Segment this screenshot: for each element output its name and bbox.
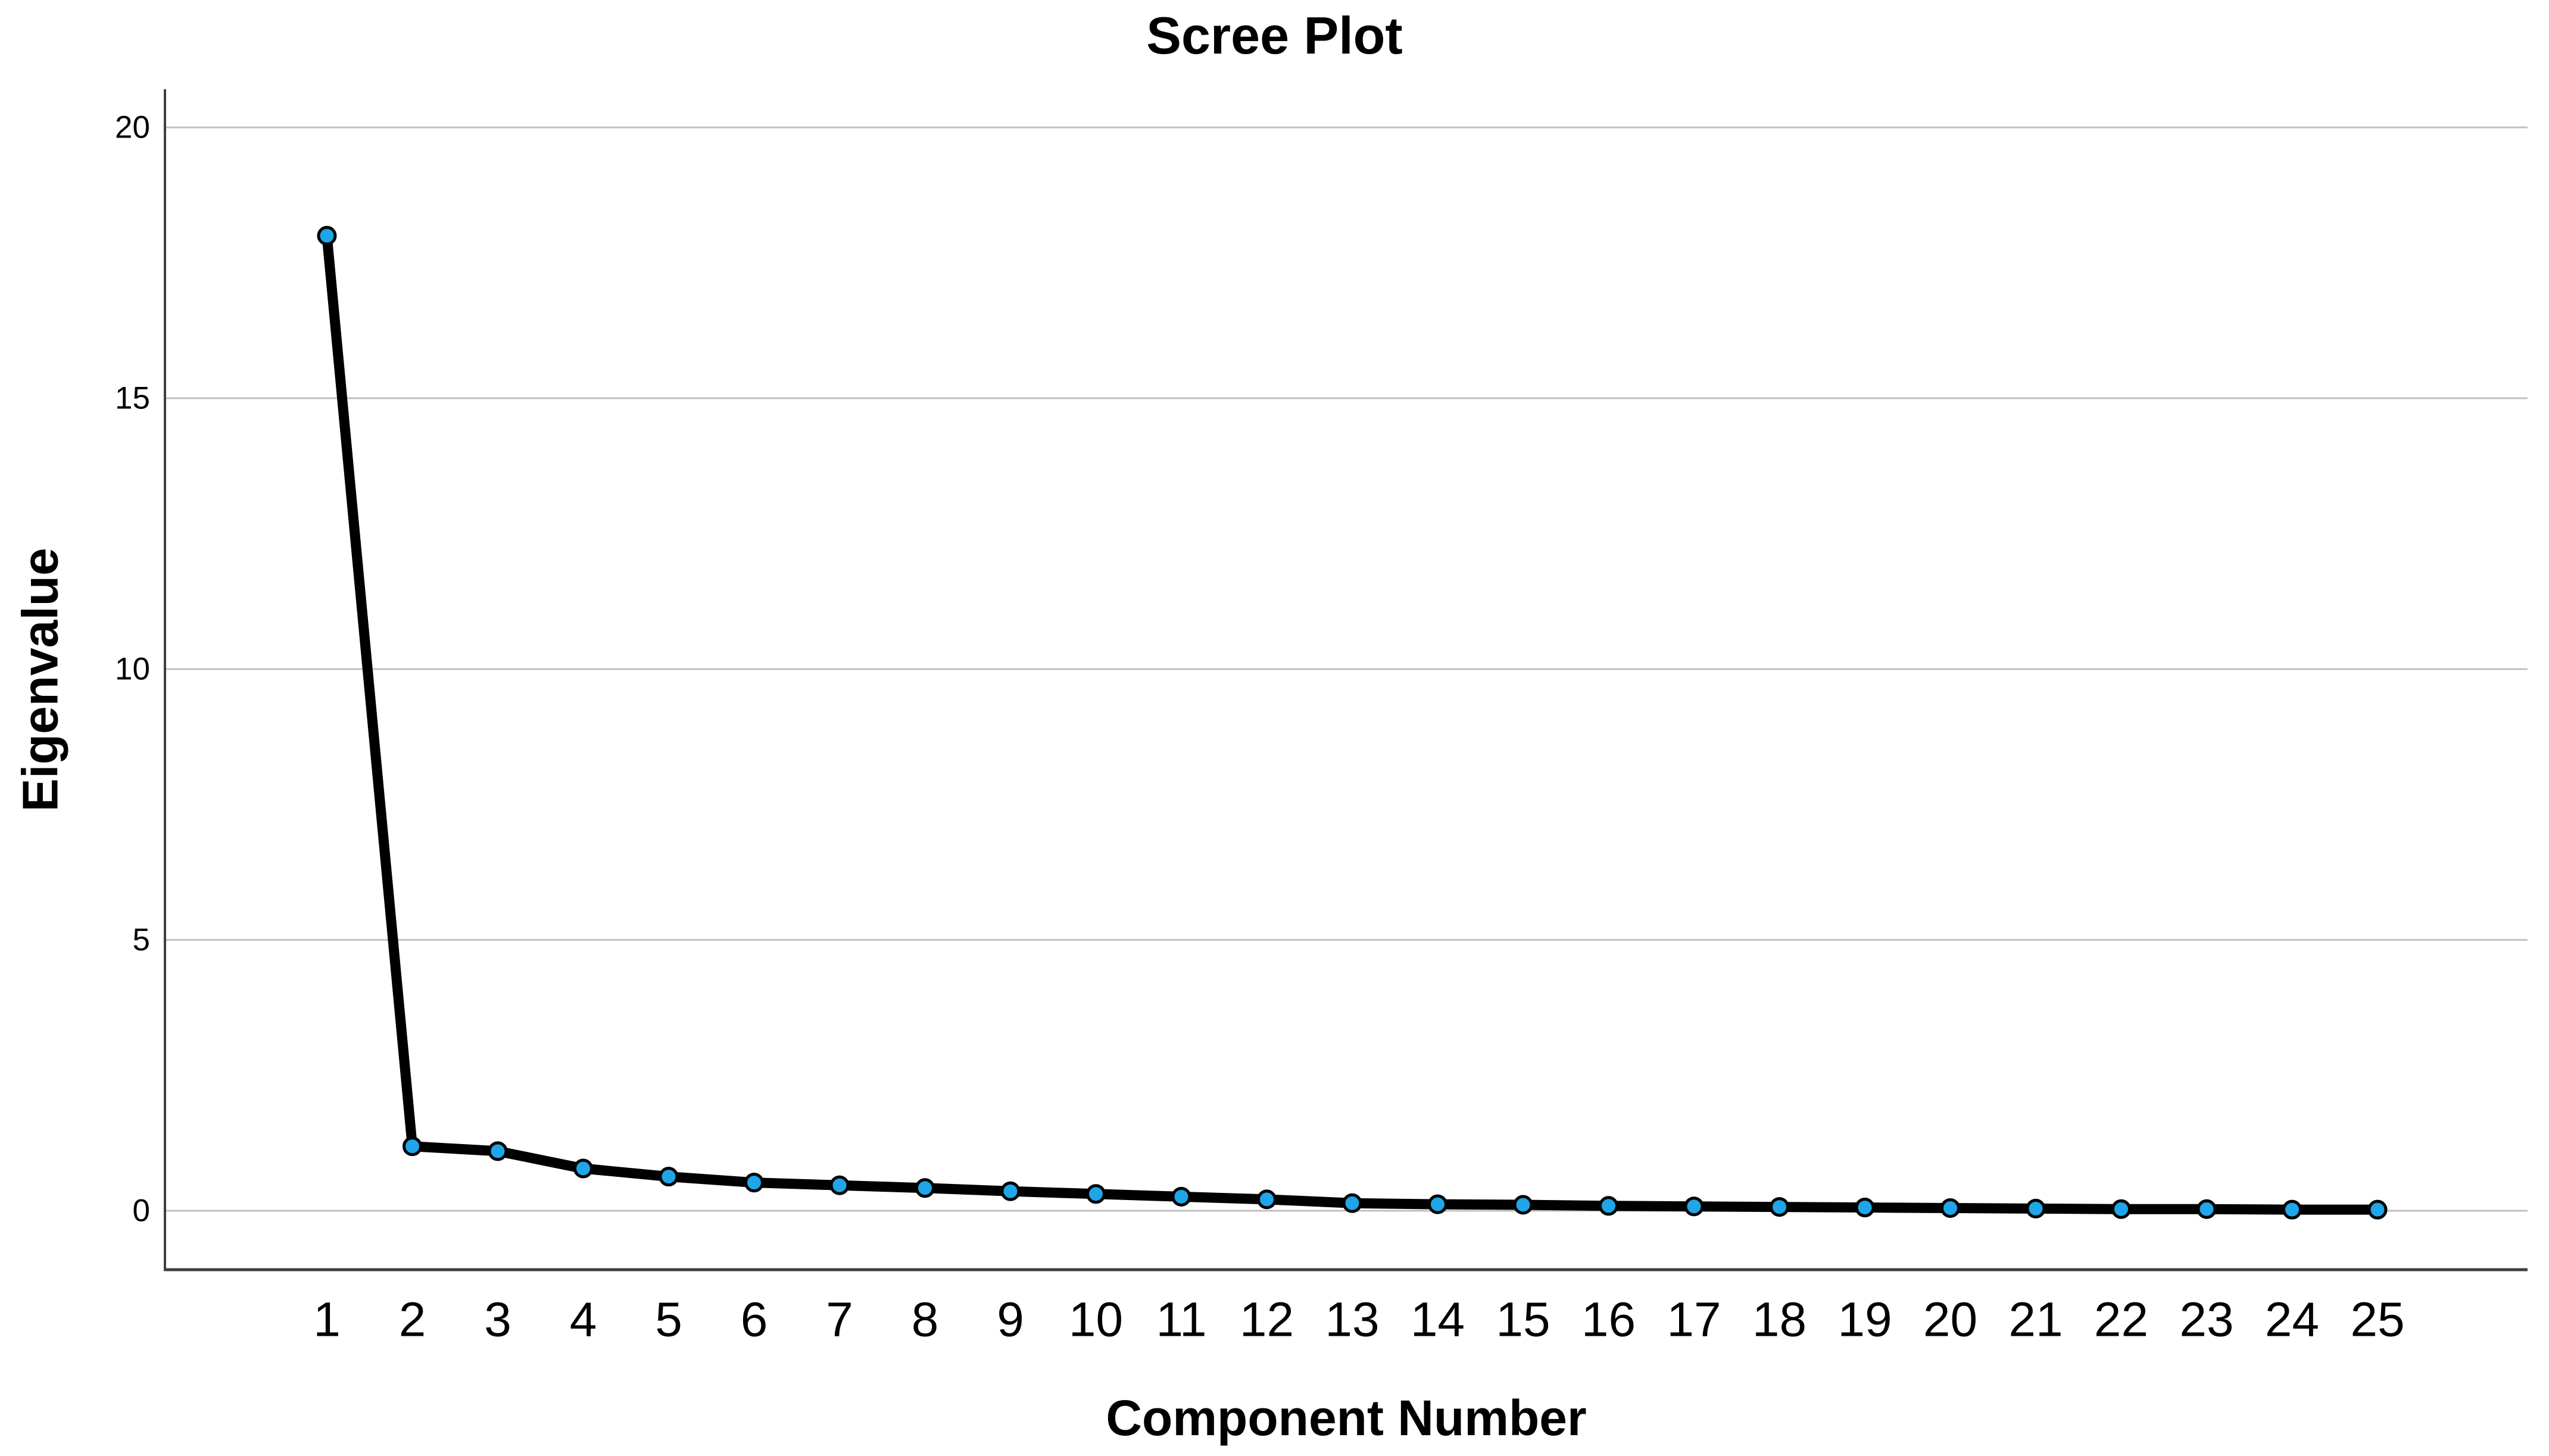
x-tick-label-16: 16 [1581,1293,1636,1347]
data-point-24 [2282,1199,2302,1220]
data-point-11 [1171,1186,1191,1207]
y-tick-label-20: 20 [115,110,150,145]
data-point-16 [1599,1196,1618,1216]
x-tick-label-14: 14 [1411,1293,1465,1347]
x-axis-title: Component Number [1106,1390,1587,1446]
y-tick-label-5: 5 [133,923,150,958]
series-line-eigenvalue [322,230,2383,1215]
x-tick-label-15: 15 [1496,1293,1550,1347]
data-point-8 [915,1178,935,1198]
data-point-4 [573,1158,593,1179]
data-point-7 [829,1175,850,1195]
x-tick-label-25: 25 [2350,1293,2404,1347]
x-tick-label-24: 24 [2265,1293,2319,1347]
x-tick-label-19: 19 [1837,1293,1892,1347]
x-tick-label-23: 23 [2179,1293,2233,1347]
data-point-13 [1342,1193,1362,1213]
x-tick-label-6: 6 [741,1293,768,1347]
y-tick-label-0: 0 [133,1193,150,1229]
data-point-20 [1940,1198,1960,1218]
y-tick-label-15: 15 [115,381,150,416]
x-tick-label-18: 18 [1752,1293,1807,1347]
data-point-9 [1000,1181,1021,1201]
x-tick-label-22: 22 [2094,1293,2148,1347]
data-point-3 [488,1141,508,1161]
data-point-12 [1257,1189,1277,1210]
x-tick-label-20: 20 [1923,1293,1977,1347]
data-point-18 [1770,1197,1789,1217]
data-point-2 [403,1136,422,1157]
data-point-6 [744,1173,764,1193]
data-point-25 [2367,1199,2388,1220]
x-tick-label-2: 2 [399,1293,426,1347]
x-tick-label-21: 21 [2008,1293,2063,1347]
data-point-23 [2197,1199,2217,1219]
x-tick-label-11: 11 [1156,1293,1206,1347]
data-point-17 [1684,1196,1704,1217]
data-point-21 [2026,1198,2046,1218]
x-tick-label-10: 10 [1069,1293,1123,1347]
x-tick-label-3: 3 [484,1293,511,1347]
x-tick-label-8: 8 [912,1293,939,1347]
x-tick-label-12: 12 [1240,1293,1294,1347]
x-tick-label-17: 17 [1667,1293,1721,1347]
x-tick-label-5: 5 [655,1293,682,1347]
x-tick-label-13: 13 [1325,1293,1379,1347]
x-tick-label-1: 1 [313,1293,341,1347]
data-point-14 [1428,1194,1447,1214]
x-tick-label-7: 7 [826,1293,853,1347]
x-tick-label-4: 4 [570,1293,597,1347]
data-point-22 [2111,1199,2131,1219]
x-tick-label-9: 9 [997,1293,1024,1347]
y-tick-label-10: 10 [115,652,150,687]
chart-title: Scree Plot [1146,6,1403,65]
data-point-5 [659,1167,679,1187]
data-point-15 [1513,1195,1533,1215]
data-point-19 [1855,1198,1875,1218]
data-point-10 [1086,1184,1106,1204]
data-point-1 [317,226,337,246]
